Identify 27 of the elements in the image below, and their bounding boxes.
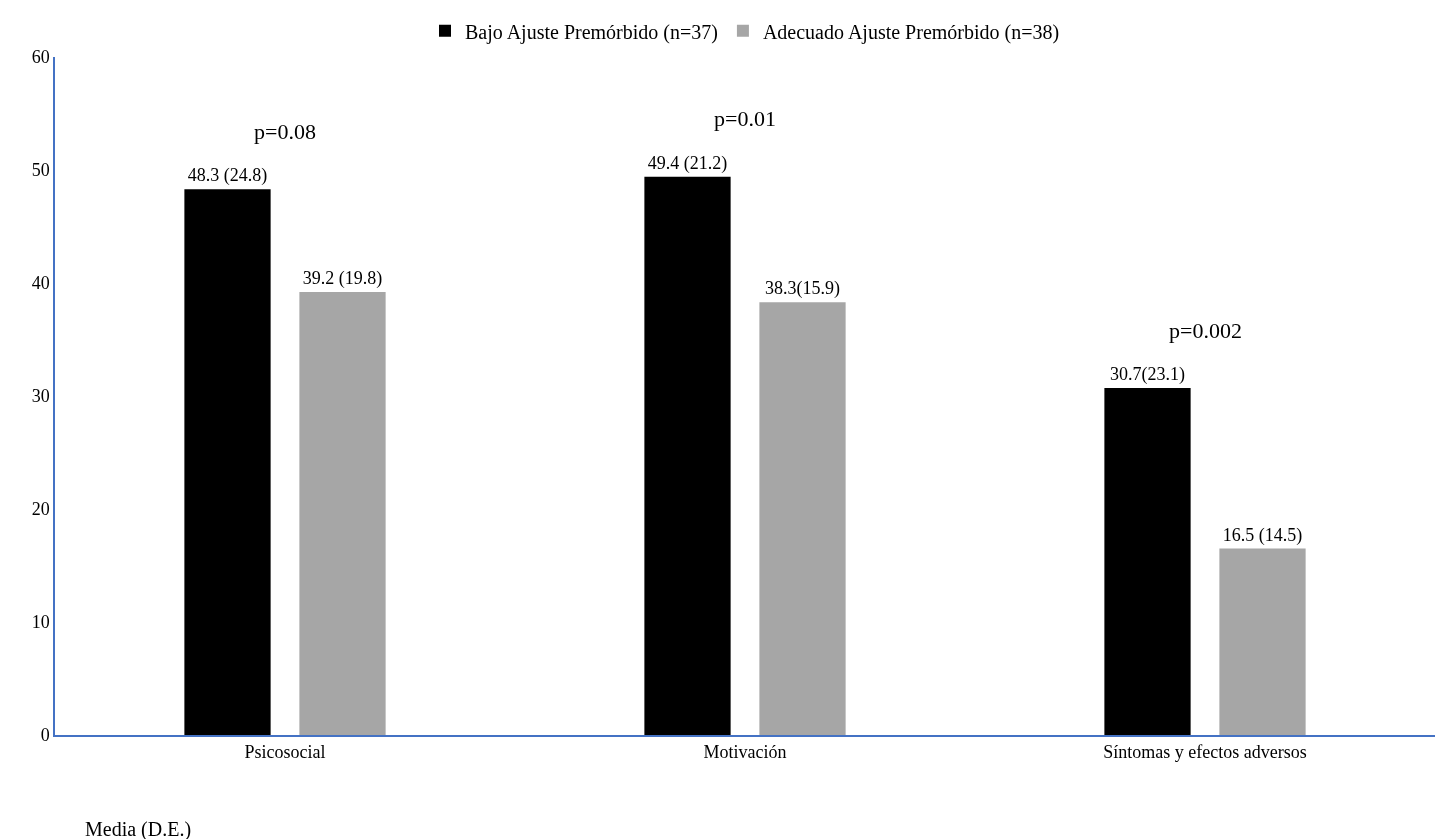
x-tick-label: Síntomas y efectos adversos [1103,742,1307,763]
y-tick-label: 40 [31,273,50,294]
data-label: 39.2 (19.8) [302,268,383,290]
data-label: 48.3 (24.8) [187,165,268,187]
data-label: 38.3(15.9) [765,278,841,300]
y-tick-label: 10 [31,612,50,633]
y-tick-label: 20 [31,499,50,520]
bar [184,189,271,735]
x-tick-label: Motivación [703,742,787,763]
bar [1219,548,1306,735]
annotation: p=0.08 [254,119,316,144]
data-label: 49.4 (21.2) [647,152,728,174]
y-tick-label: 0 [40,725,50,746]
bar [759,302,846,735]
data-label: 30.7(23.1) [1110,364,1186,386]
bar [644,176,731,735]
y-tick-label: 60 [31,47,50,68]
legend-label: Bajo Ajuste Premórbido (n=37) [465,20,718,44]
bar [299,292,386,735]
legend-label: Adecuado Ajuste Premórbido (n=38) [762,20,1060,44]
annotation: p=0.002 [1169,318,1242,343]
data-label: 16.5 (14.5) [1222,524,1303,546]
x-tick-label: Psicosocial [244,742,326,763]
y-tick-label: 30 [31,386,50,407]
bar [1104,388,1191,735]
annotation: p=0.01 [714,106,776,131]
y-tick-label: 50 [31,160,50,181]
